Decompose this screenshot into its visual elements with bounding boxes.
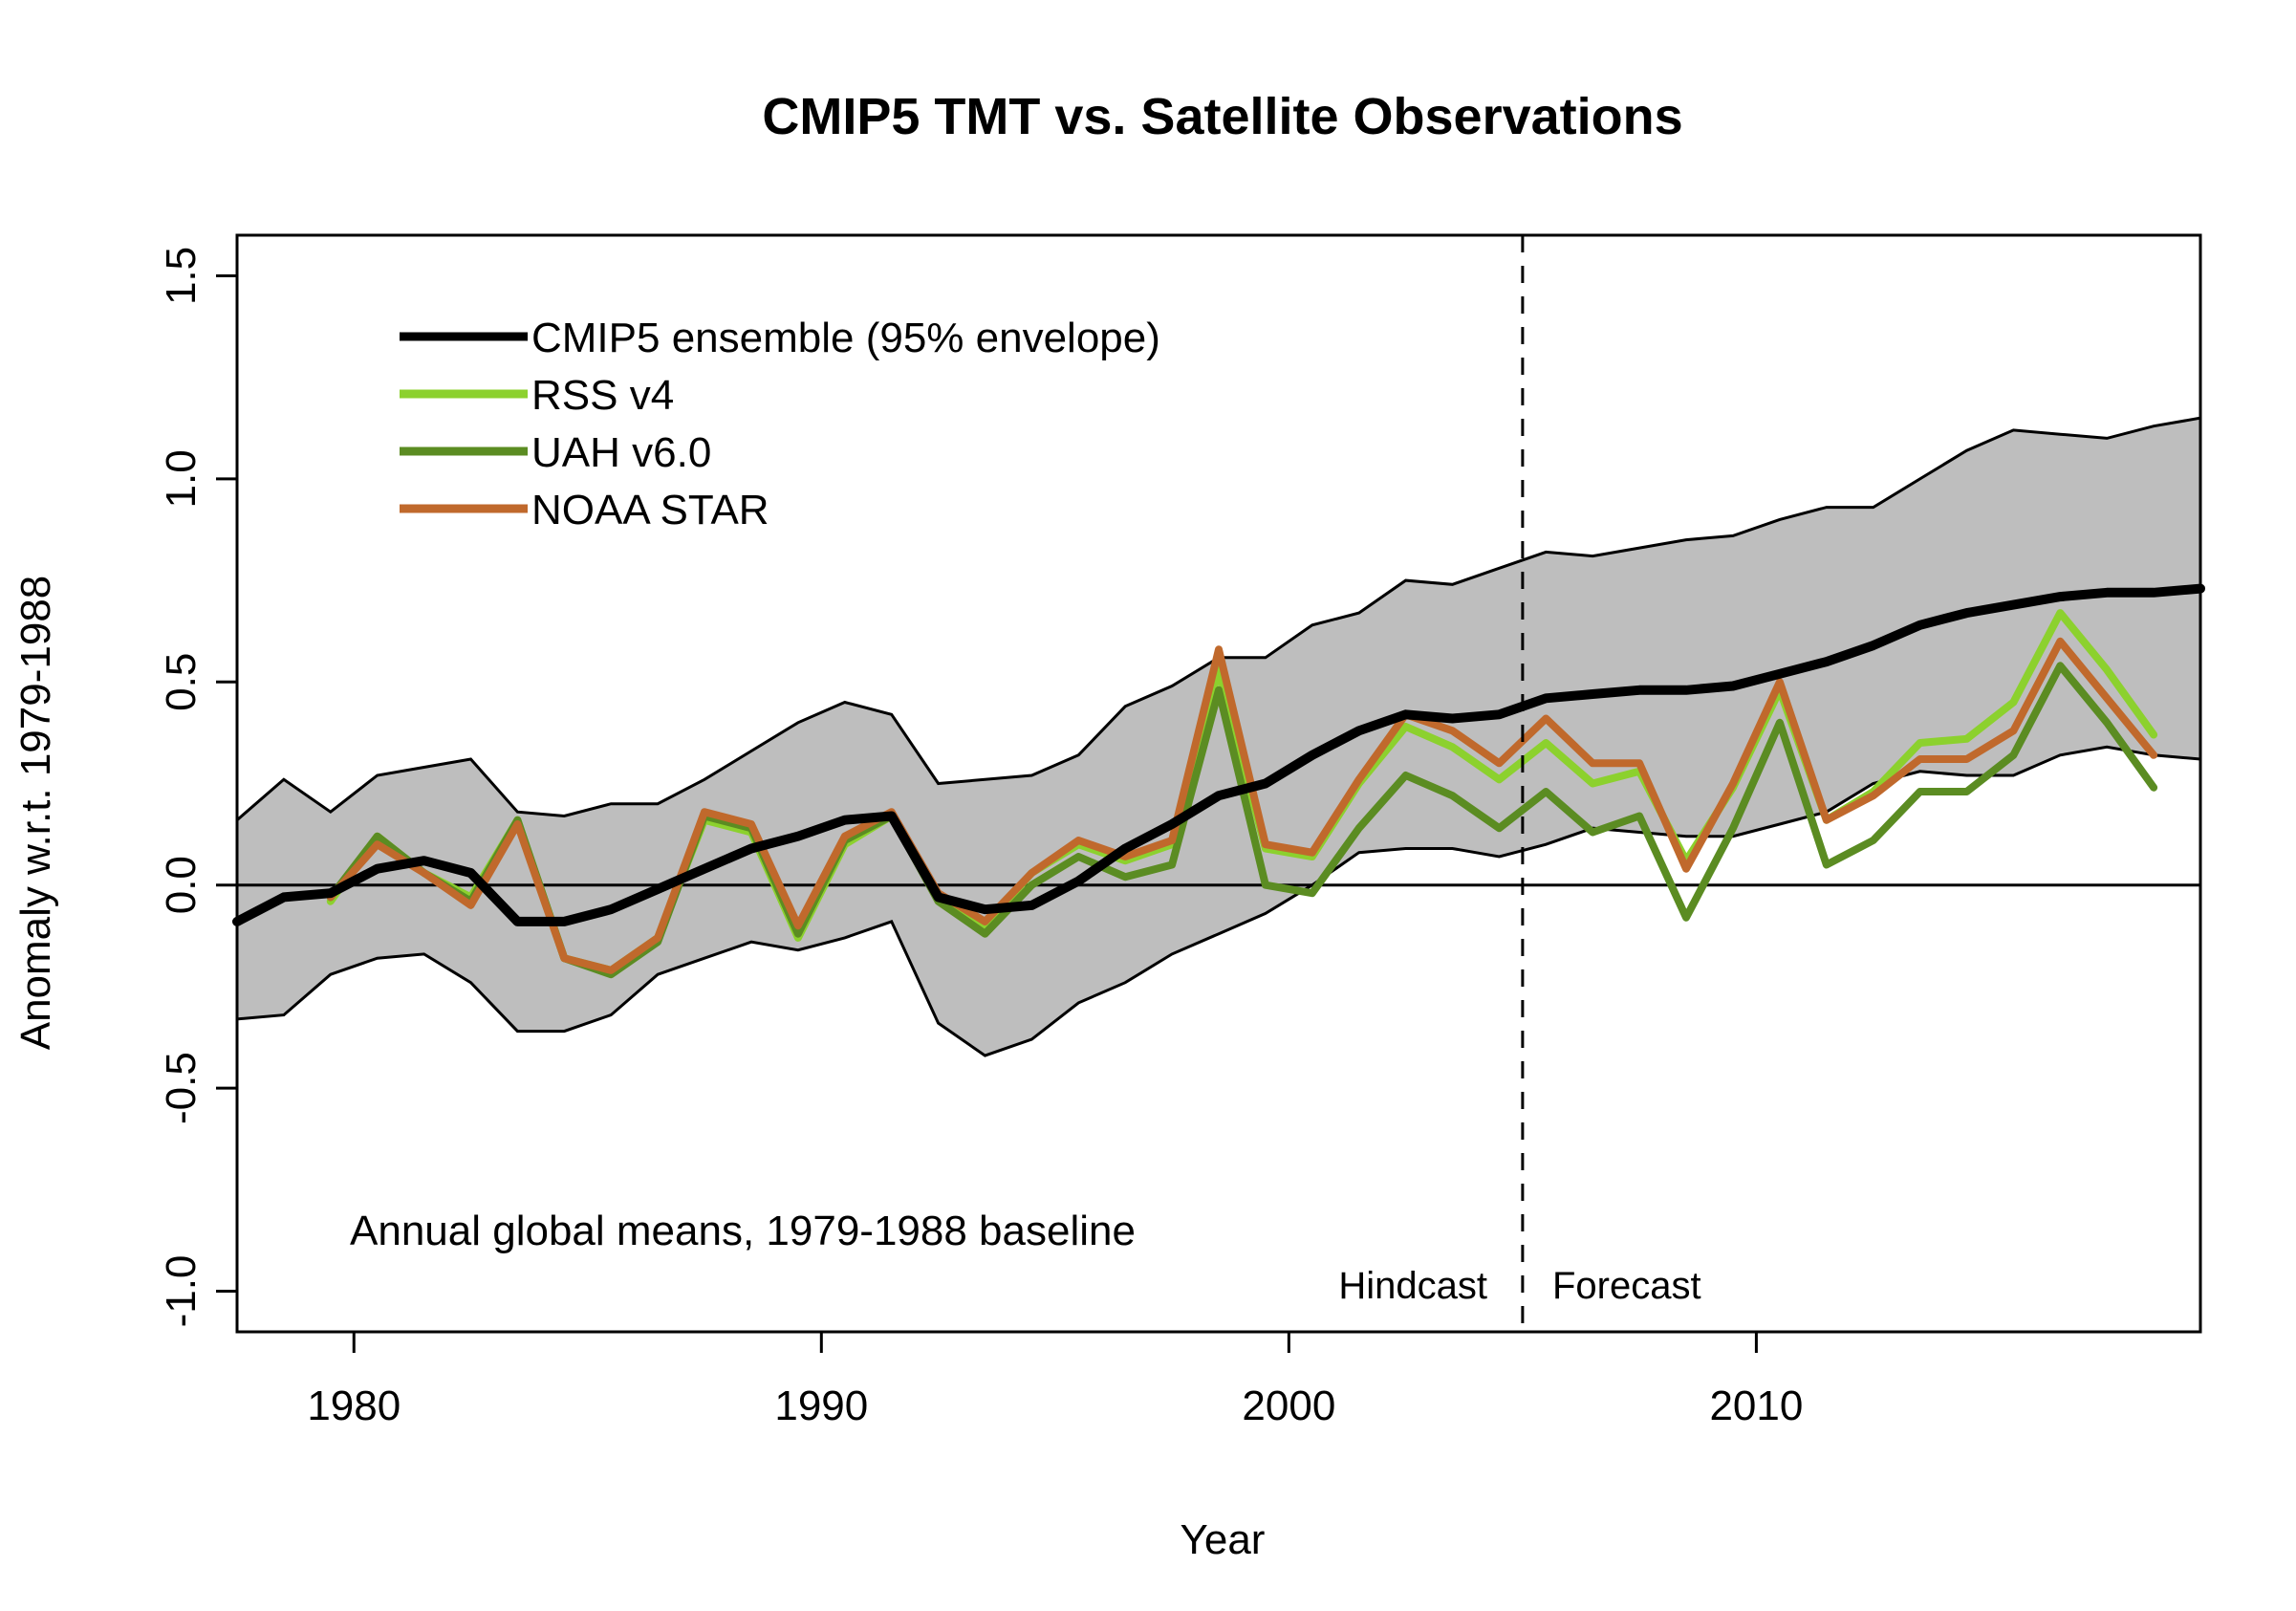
legend-label-rss: RSS v4 <box>531 372 674 419</box>
forecast-label: Forecast <box>1552 1265 1701 1307</box>
y-axis: -1.0 -0.5 0.0 0.5 1.0 1.5 <box>158 247 239 1328</box>
hindcast-label: Hindcast <box>1338 1265 1487 1307</box>
legend: CMIP5 ensemble (95% envelope) RSS v4 UAH… <box>400 315 1160 533</box>
series-line-cmip5 <box>232 583 2205 926</box>
x-axis-label: Year <box>1180 1516 1266 1563</box>
chart-title: CMIP5 TMT vs. Satellite Observations <box>762 88 1682 145</box>
x-axis: 1980 1990 2000 2010 <box>307 1332 1803 1429</box>
x-tick-label: 2000 <box>1242 1382 1335 1429</box>
y-tick-label: 0.5 <box>158 653 205 711</box>
y-tick-label: 1.5 <box>158 247 205 305</box>
x-tick-label: 1990 <box>774 1382 868 1429</box>
legend-label-noaa: NOAA STAR <box>531 487 769 533</box>
y-tick-label: -0.5 <box>158 1052 205 1124</box>
series-line-noaa <box>326 637 2158 974</box>
series-group <box>232 583 2205 979</box>
baseline-annotation: Annual global means, 1979-1988 baseline <box>350 1208 1136 1254</box>
y-tick-label: 1.0 <box>158 449 205 508</box>
x-tick-label: 2010 <box>1709 1382 1803 1429</box>
y-axis-label: Anomaly w.r.t. 1979-1988 <box>12 576 59 1051</box>
y-tick-label: 0.0 <box>158 856 205 914</box>
y-tick-label: -1.0 <box>158 1255 205 1328</box>
x-tick-label: 1980 <box>307 1382 401 1429</box>
legend-label-uah: UAH v6.0 <box>531 429 711 476</box>
legend-label-cmip5: CMIP5 ensemble (95% envelope) <box>531 315 1160 361</box>
